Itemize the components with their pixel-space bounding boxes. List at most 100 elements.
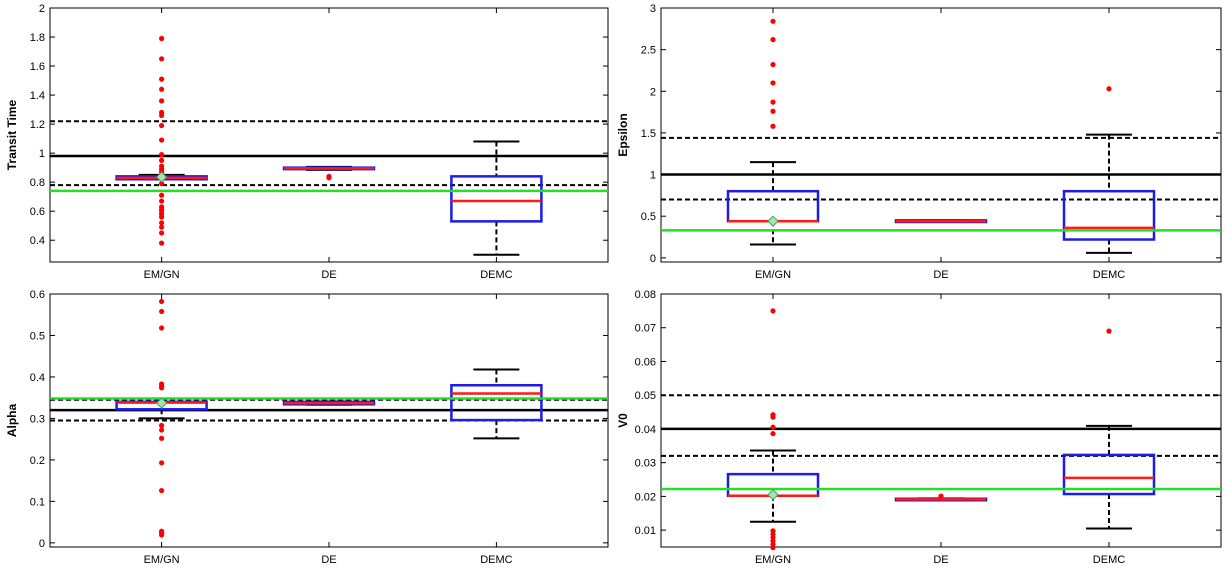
y-tick-label: 1 [39,148,45,160]
y-tick-label: 0.6 [30,206,45,218]
outlier-point [159,240,165,246]
outlier-point [159,122,165,129]
y-tick-label: 1.6 [30,61,45,73]
box-de [282,400,376,406]
x-tick-label: DEMC [480,554,512,566]
outlier-point [159,98,165,104]
y-tick-label: 0.8 [30,177,45,189]
y-tick-label: 2.5 [641,45,656,57]
box-demc [450,140,543,256]
box-em-gn [726,308,820,551]
iqr-box [1062,189,1156,241]
x-tick-label: DEMC [1093,554,1125,566]
outlier-point [159,385,165,391]
y-tick-label: 0.06 [635,356,656,368]
panel-4: 0.01 0.02 0.03 0.04 0.05 0.06 0.07 0.08 EM/GN DE D… [616,289,1222,566]
outlier-point [159,192,165,198]
outlier-point [770,424,776,430]
outlier-point [770,308,776,314]
outlier-point [159,460,165,466]
y-tick-label: 2 [650,86,656,98]
outlier-point [770,123,776,129]
y-tick-label: 0.08 [635,289,656,301]
plot-area [660,7,1222,263]
iqr-box [450,175,543,223]
outlier-point [159,214,165,220]
plot-area [660,293,1222,548]
outlier-point [159,230,165,236]
x-tick-label: DE [321,269,336,281]
y-tick-label: 0.01 [635,525,656,537]
y-tick-label: 1.4 [30,90,45,102]
y-axis-label: V0 [616,413,630,428]
x-tick-label: EM/GN [755,269,791,281]
outlier-point [159,76,165,82]
panel-3: 0 0.1 0.2 0.3 0.4 0.5 0.6 EM/GN DE DEMC Alpha [5,289,609,566]
panel-2: 0 0.5 1 1.5 2 2.5 3 EM/GN DE DEMC Epsilon [616,3,1222,281]
y-tick-label: 0 [39,538,45,550]
mean-marker [155,171,168,183]
outlier-point [770,414,776,420]
outlier-point [159,435,165,441]
outlier-point [159,56,165,62]
outlier-point [159,151,165,158]
outlier-point [770,62,776,68]
mean-marker [767,215,779,227]
x-tick-label: DE [933,554,948,566]
box-demc [1062,86,1156,254]
y-axis-label: Alpha [5,404,19,438]
mean-marker [155,397,168,409]
outlier-point [159,427,165,433]
outlier-point [326,175,332,181]
outlier-point [938,493,944,499]
outlier-point [159,112,165,119]
plot-area [49,7,609,263]
x-tick-label: EM/GN [144,269,180,281]
x-tick-label: DE [321,554,336,566]
box-de [894,493,988,502]
outlier-point [159,325,165,331]
y-tick-label: 2 [39,3,45,15]
y-tick-label: 0 [650,253,656,265]
box-demc [450,368,543,440]
box-de [894,219,988,224]
y-tick-label: 0.5 [30,330,45,342]
x-tick-label: DEMC [1093,269,1125,281]
y-tick-label: 0.4 [30,372,45,384]
outlier-point [1106,86,1112,92]
outlier-point [770,108,776,114]
y-tick-label: 1.8 [30,32,45,44]
iqr-box [450,383,543,422]
mean-marker [767,489,779,501]
y-tick-label: 0.1 [30,496,45,508]
outlier-point [770,431,776,437]
outlier-point [159,157,165,163]
outlier-point [159,35,165,42]
outlier-point [159,298,165,305]
iqr-box [1062,453,1156,496]
y-tick-label: 1.5 [641,128,656,140]
x-tick-label: EM/GN [755,554,791,566]
panel-1: 0.4 0.6 0.8 1 1.2 1.4 1.6 1.8 2 EM/GN DE DEMC Transi… [5,3,609,281]
outlier-point [159,308,165,315]
outlier-point [770,99,776,105]
box-demc [1062,328,1156,530]
outlier-point [159,422,165,429]
outlier-point [159,220,165,226]
y-tick-label: 0.02 [635,491,656,503]
y-tick-label: 0.03 [635,458,656,470]
x-tick-label: EM/GN [144,554,180,566]
y-tick-label: 0.4 [30,235,45,247]
outlier-point [770,545,776,551]
y-axis-label: Epsilon [616,113,630,156]
outlier-point [770,80,776,86]
outlier-point [1106,328,1112,334]
y-axis-label: Transit Time [5,99,19,170]
outlier-point [770,37,776,43]
y-tick-label: 0.04 [635,424,656,436]
outlier-point [159,86,165,92]
y-tick-label: 0.07 [635,323,656,335]
box-de [282,165,376,181]
y-tick-label: 3 [650,3,656,15]
